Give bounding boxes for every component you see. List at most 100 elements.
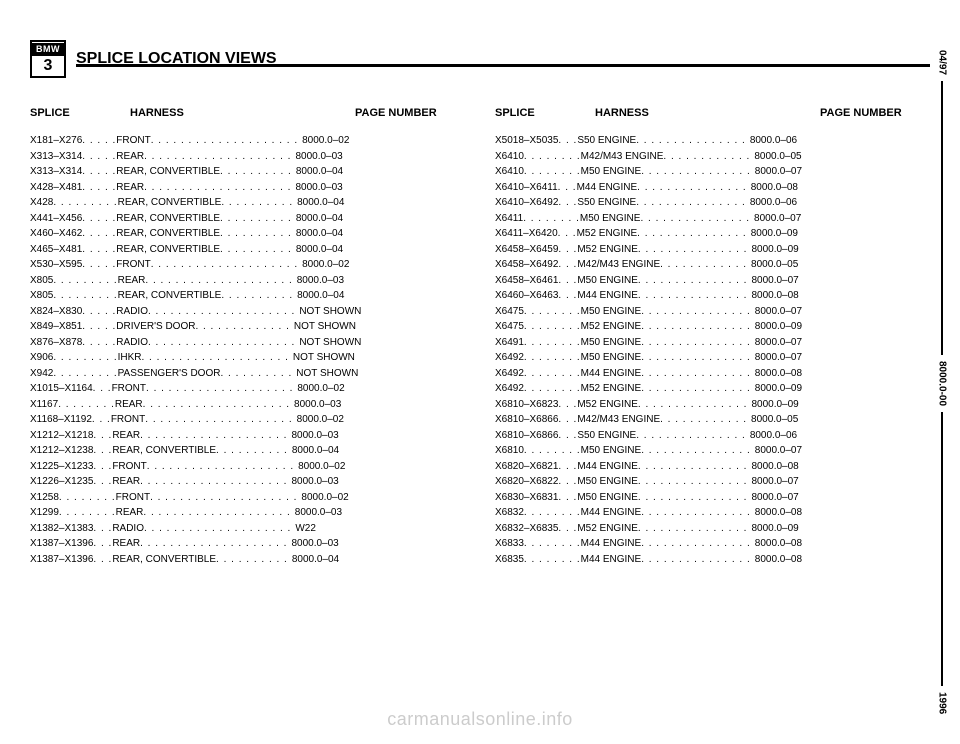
cell-harness: S50 ENGINE: [577, 133, 636, 149]
cell-harness: M52 ENGINE: [577, 242, 638, 258]
cell-splice: X6460–X6463: [495, 288, 558, 304]
cell-page: 8000.0–04: [292, 211, 343, 227]
cell-page: 8000.0–03: [291, 180, 342, 196]
cell-harness: REAR: [118, 273, 146, 289]
cell-harness: M44 ENGINE: [577, 180, 638, 196]
side-label: 04/97 8000.0-00 1996: [932, 0, 952, 744]
leader-dots: . . .: [558, 459, 577, 475]
leader-dots: . . . . . . . .: [524, 319, 581, 335]
leader-dots: . . .: [558, 133, 577, 149]
table-row: X6833 . . . . . . . . M44 ENGINE . . . .…: [495, 536, 930, 552]
cell-page: 8000.0–04: [293, 288, 344, 304]
leader-dots: . . . . . . . .: [524, 443, 581, 459]
table-row: X6475 . . . . . . . . M50 ENGINE . . . .…: [495, 304, 930, 320]
table-row: X876–X878 . . . . . RADIO . . . . . . . …: [30, 335, 465, 351]
leader-dots: . . . . . . . . . . . . . . .: [641, 381, 751, 397]
cell-harness: M50 ENGINE: [581, 304, 642, 320]
leader-dots: . . . . . . . . . . . . . . . . . . . .: [146, 381, 293, 397]
table-row: X1299 . . . . . . . . REAR . . . . . . .…: [30, 505, 465, 521]
leader-dots: . . .: [558, 521, 577, 537]
cell-splice: X6458–X6492: [495, 257, 558, 273]
table-row: X6475 . . . . . . . . M52 ENGINE . . . .…: [495, 319, 930, 335]
leader-dots: . . . . . . . . . . . . . . . . . . . .: [144, 521, 291, 537]
table-row: X530–X595 . . . . . FRONT . . . . . . . …: [30, 257, 465, 273]
table-row: X805 . . . . . . . . . REAR, CONVERTIBLE…: [30, 288, 465, 304]
table-row: X313–X314 . . . . . REAR . . . . . . . .…: [30, 149, 465, 165]
leader-dots: . . . . . . . . . .: [220, 226, 292, 242]
cell-harness: REAR: [116, 505, 144, 521]
cell-splice: X942: [30, 366, 53, 382]
leader-dots: . . . . . . . .: [524, 381, 581, 397]
cell-page: 8000.0–02: [297, 490, 348, 506]
table-row: X6810–X6866 . . . S50 ENGINE . . . . . .…: [495, 428, 930, 444]
cell-page: 8000.0–08: [747, 459, 798, 475]
table-row: X6410 . . . . . . . . M42/M43 ENGINE . .…: [495, 149, 930, 165]
table-row: X6832 . . . . . . . . M44 ENGINE . . . .…: [495, 505, 930, 521]
leader-dots: . . .: [558, 195, 577, 211]
leader-dots: . . . . . . . . . .: [220, 242, 292, 258]
leader-dots: . . . . . . . .: [524, 552, 581, 568]
table-row: X6491 . . . . . . . . M50 ENGINE . . . .…: [495, 335, 930, 351]
leader-dots: . . . . . . . . . . . . . . .: [641, 350, 751, 366]
cell-page: 8000.0–06: [746, 133, 797, 149]
cell-harness: IHKR: [118, 350, 142, 366]
table-row: X428–X481 . . . . . REAR . . . . . . . .…: [30, 180, 465, 196]
cell-page: 8000.0–04: [292, 226, 343, 242]
table-row: X906 . . . . . . . . . IHKR . . . . . . …: [30, 350, 465, 366]
hdr-page: PAGE NUMBER: [355, 107, 465, 119]
cell-harness: REAR: [116, 180, 144, 196]
leader-dots: . . . . . . . .: [524, 350, 581, 366]
cell-page: 8000.0–06: [746, 428, 797, 444]
leader-dots: . . . . . . . . .: [53, 195, 117, 211]
leader-dots: . . . . . . . . . . . . . . . . . . . .: [150, 490, 297, 506]
table-row: X805 . . . . . . . . . REAR . . . . . . …: [30, 273, 465, 289]
leader-dots: . . . . . . . . . .: [220, 164, 292, 180]
cell-page: NOT SHOWN: [295, 304, 361, 320]
cell-harness: M50 ENGINE: [581, 443, 642, 459]
table-row: X428 . . . . . . . . . REAR, CONVERTIBLE…: [30, 195, 465, 211]
table-row: X6458–X6459 . . . M52 ENGINE . . . . . .…: [495, 242, 930, 258]
cell-harness: M50 ENGINE: [581, 164, 642, 180]
cell-splice: X6830–X6831: [495, 490, 558, 506]
cell-harness: M52 ENGINE: [577, 397, 638, 413]
cell-harness: M50 ENGINE: [577, 490, 638, 506]
leader-dots: . . . . . . . .: [524, 149, 581, 165]
cell-harness: M50 ENGINE: [580, 211, 641, 227]
col-header-right: SPLICE HARNESS PAGE NUMBER: [495, 107, 930, 119]
leader-dots: . . . . . . . .: [524, 164, 581, 180]
content-columns: SPLICE HARNESS PAGE NUMBER X181–X276 . .…: [30, 107, 930, 567]
cell-splice: X530–X595: [30, 257, 82, 273]
table-row: X1387–X1396 . . . REAR, CONVERTIBLE . . …: [30, 552, 465, 568]
leader-dots: . . .: [558, 226, 577, 242]
bmw-logo: BMW 3: [30, 40, 66, 78]
cell-page: W22: [291, 521, 316, 537]
cell-harness: M42/M43 ENGINE: [581, 149, 664, 165]
right-rows: X5018–X5035 . . . S50 ENGINE . . . . . .…: [495, 133, 930, 567]
cell-page: 8000.0–03: [293, 273, 344, 289]
leader-dots: . . .: [93, 536, 112, 552]
cell-splice: X1212–X1238: [30, 443, 93, 459]
table-row: X181–X276 . . . . . FRONT . . . . . . . …: [30, 133, 465, 149]
table-row: X6832–X6835 . . . M52 ENGINE . . . . . .…: [495, 521, 930, 537]
cell-harness: M44 ENGINE: [581, 505, 642, 521]
cell-page: 8000.0–03: [287, 536, 338, 552]
cell-page: 8000.0–07: [747, 474, 798, 490]
leader-dots: . . . . . . . . . . . .: [660, 412, 747, 428]
cell-page: 8000.0–09: [747, 521, 798, 537]
cell-harness: M50 ENGINE: [577, 273, 638, 289]
leader-dots: . . . . . . . . . . . . . . .: [641, 552, 751, 568]
cell-splice: X1225–X1233: [30, 459, 93, 475]
cell-page: 8000.0–05: [747, 412, 798, 428]
cell-splice: X1015–X1164: [30, 381, 93, 397]
col-header-left: SPLICE HARNESS PAGE NUMBER: [30, 107, 465, 119]
cell-splice: X181–X276: [30, 133, 82, 149]
leader-dots: . . .: [93, 443, 112, 459]
cell-harness: REAR, CONVERTIBLE: [118, 195, 222, 211]
cell-splice: X6832: [495, 505, 524, 521]
leader-dots: . . . . . . . . . . . . . . . . . . . .: [140, 428, 287, 444]
cell-page: 8000.0–08: [747, 288, 798, 304]
leader-dots: . . . . . . . . . . . . . . . . . . . .: [143, 505, 290, 521]
cell-harness: REAR, CONVERTIBLE: [116, 211, 220, 227]
leader-dots: . . . . . . . . . . . . . . .: [636, 428, 746, 444]
side-bar-1: [941, 81, 943, 355]
